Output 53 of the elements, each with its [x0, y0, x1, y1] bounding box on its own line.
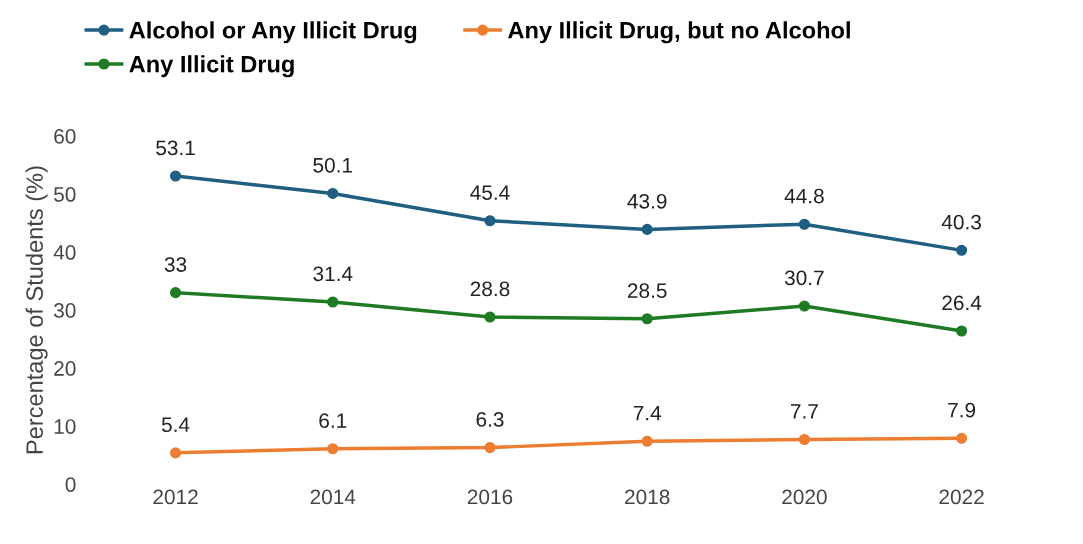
x-tick-label: 2012 — [153, 489, 198, 505]
data-label: 43.9 — [627, 193, 667, 209]
data-label: 50.1 — [313, 157, 353, 173]
y-tick-label: 50 — [54, 187, 76, 202]
data-label: 7.9 — [948, 402, 976, 418]
data-label: 7.4 — [633, 405, 662, 421]
point — [798, 300, 810, 312]
point — [169, 287, 182, 299]
point — [798, 218, 810, 230]
x-tick-label: 2018 — [625, 489, 670, 505]
point — [327, 296, 339, 308]
point — [484, 215, 496, 227]
legend-label: Any Illicit Drug, but no Alcohol — [508, 21, 850, 44]
data-label: 31.4 — [313, 266, 353, 282]
point — [327, 443, 339, 455]
point — [484, 442, 496, 454]
point — [169, 447, 182, 459]
x-tick-label: 2014 — [310, 489, 356, 505]
y-tick-label: 0 — [65, 477, 76, 492]
point — [641, 223, 653, 235]
data-label: 6.1 — [319, 413, 347, 428]
x-tick-label: 2020 — [782, 489, 827, 505]
data-label: 26.4 — [942, 295, 982, 311]
data-label: 33 — [164, 257, 187, 272]
legend-label: Alcohol or Any Illicit Drug — [129, 21, 417, 44]
legend-label: Any Illicit Drug — [129, 55, 294, 78]
data-label: 40.3 — [941, 214, 981, 230]
point — [956, 244, 968, 256]
point — [327, 187, 339, 200]
point — [641, 313, 653, 325]
point — [956, 325, 968, 337]
y-tick-label: 60 — [54, 129, 76, 144]
point — [484, 311, 496, 323]
y-tick-label: 20 — [54, 361, 76, 376]
point — [956, 432, 968, 444]
data-label: 28.5 — [627, 283, 667, 298]
x-tick-label: 2022 — [939, 489, 984, 505]
point — [798, 433, 810, 446]
data-label: 5.4 — [161, 417, 190, 433]
y-axis-title: Percentage of Students (%) — [25, 166, 48, 454]
y-tick-label: 10 — [54, 419, 76, 434]
data-label: 44.8 — [784, 188, 824, 204]
y-tick-label: 30 — [53, 303, 76, 318]
point — [641, 435, 653, 447]
data-label: 45.4 — [470, 185, 510, 200]
data-label: 53.1 — [156, 140, 195, 156]
data-label: 6.3 — [476, 412, 504, 427]
data-label: 28.8 — [470, 281, 510, 297]
data-label: 7.7 — [790, 404, 818, 419]
data-label: 30.7 — [784, 270, 824, 286]
x-tick-label: 2016 — [467, 489, 513, 505]
y-tick-label: 40 — [53, 245, 76, 260]
point — [169, 170, 182, 182]
